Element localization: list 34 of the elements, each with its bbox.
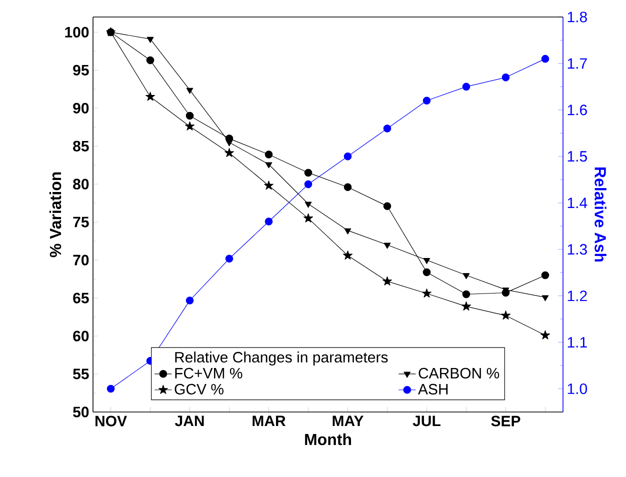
y-tick-label: 80	[73, 178, 89, 190]
y-tick-label: 90	[73, 102, 89, 114]
legend-label: GCV %	[174, 384, 224, 394]
y-tick-label: 95	[73, 64, 89, 76]
y2-tick-label: 1.5	[568, 151, 587, 162]
x-axis-title: Month	[305, 433, 352, 446]
x-tick-label: MAY	[332, 416, 364, 426]
y2-tick-label: 1.8	[568, 12, 587, 22]
legend-label: FC+VM %	[175, 368, 242, 379]
x-tick-label: SEP	[491, 416, 520, 426]
y2-tick-label: 1.0	[568, 383, 587, 394]
y-tick-label: 75	[73, 216, 89, 228]
x-tick-label: NOV	[96, 416, 127, 426]
y-axis-title: % Variation	[49, 172, 62, 258]
y-tick-label: 50	[73, 406, 89, 418]
y2-tick-label: 1.2	[568, 290, 587, 302]
y2-tick-label: 1.6	[568, 104, 587, 116]
legend-label: ASH	[418, 384, 448, 394]
y2-tick-label: 1.3	[568, 244, 587, 255]
y-tick-label: 100	[65, 26, 89, 38]
y2-tick-label: 1.1	[568, 337, 587, 348]
legend-label: CARBON %	[418, 368, 500, 379]
y-tick-label: 65	[73, 292, 89, 304]
legend-title: Relative Changes in parameters	[175, 352, 388, 366]
x-tick-label: JAN	[174, 416, 204, 426]
y2-tick-label: 1.4	[568, 198, 588, 208]
y-tick-label: 55	[73, 368, 89, 380]
x-tick-label: MAR	[252, 416, 286, 426]
y2-tick-label: 1.7	[568, 58, 587, 69]
y2-axis-title: Relative Ash	[594, 168, 606, 262]
y-tick-label: 70	[73, 254, 89, 266]
y-tick-label: 85	[73, 140, 89, 152]
y-tick-label: 60	[73, 330, 89, 342]
x-tick-label: JUL	[412, 416, 440, 426]
